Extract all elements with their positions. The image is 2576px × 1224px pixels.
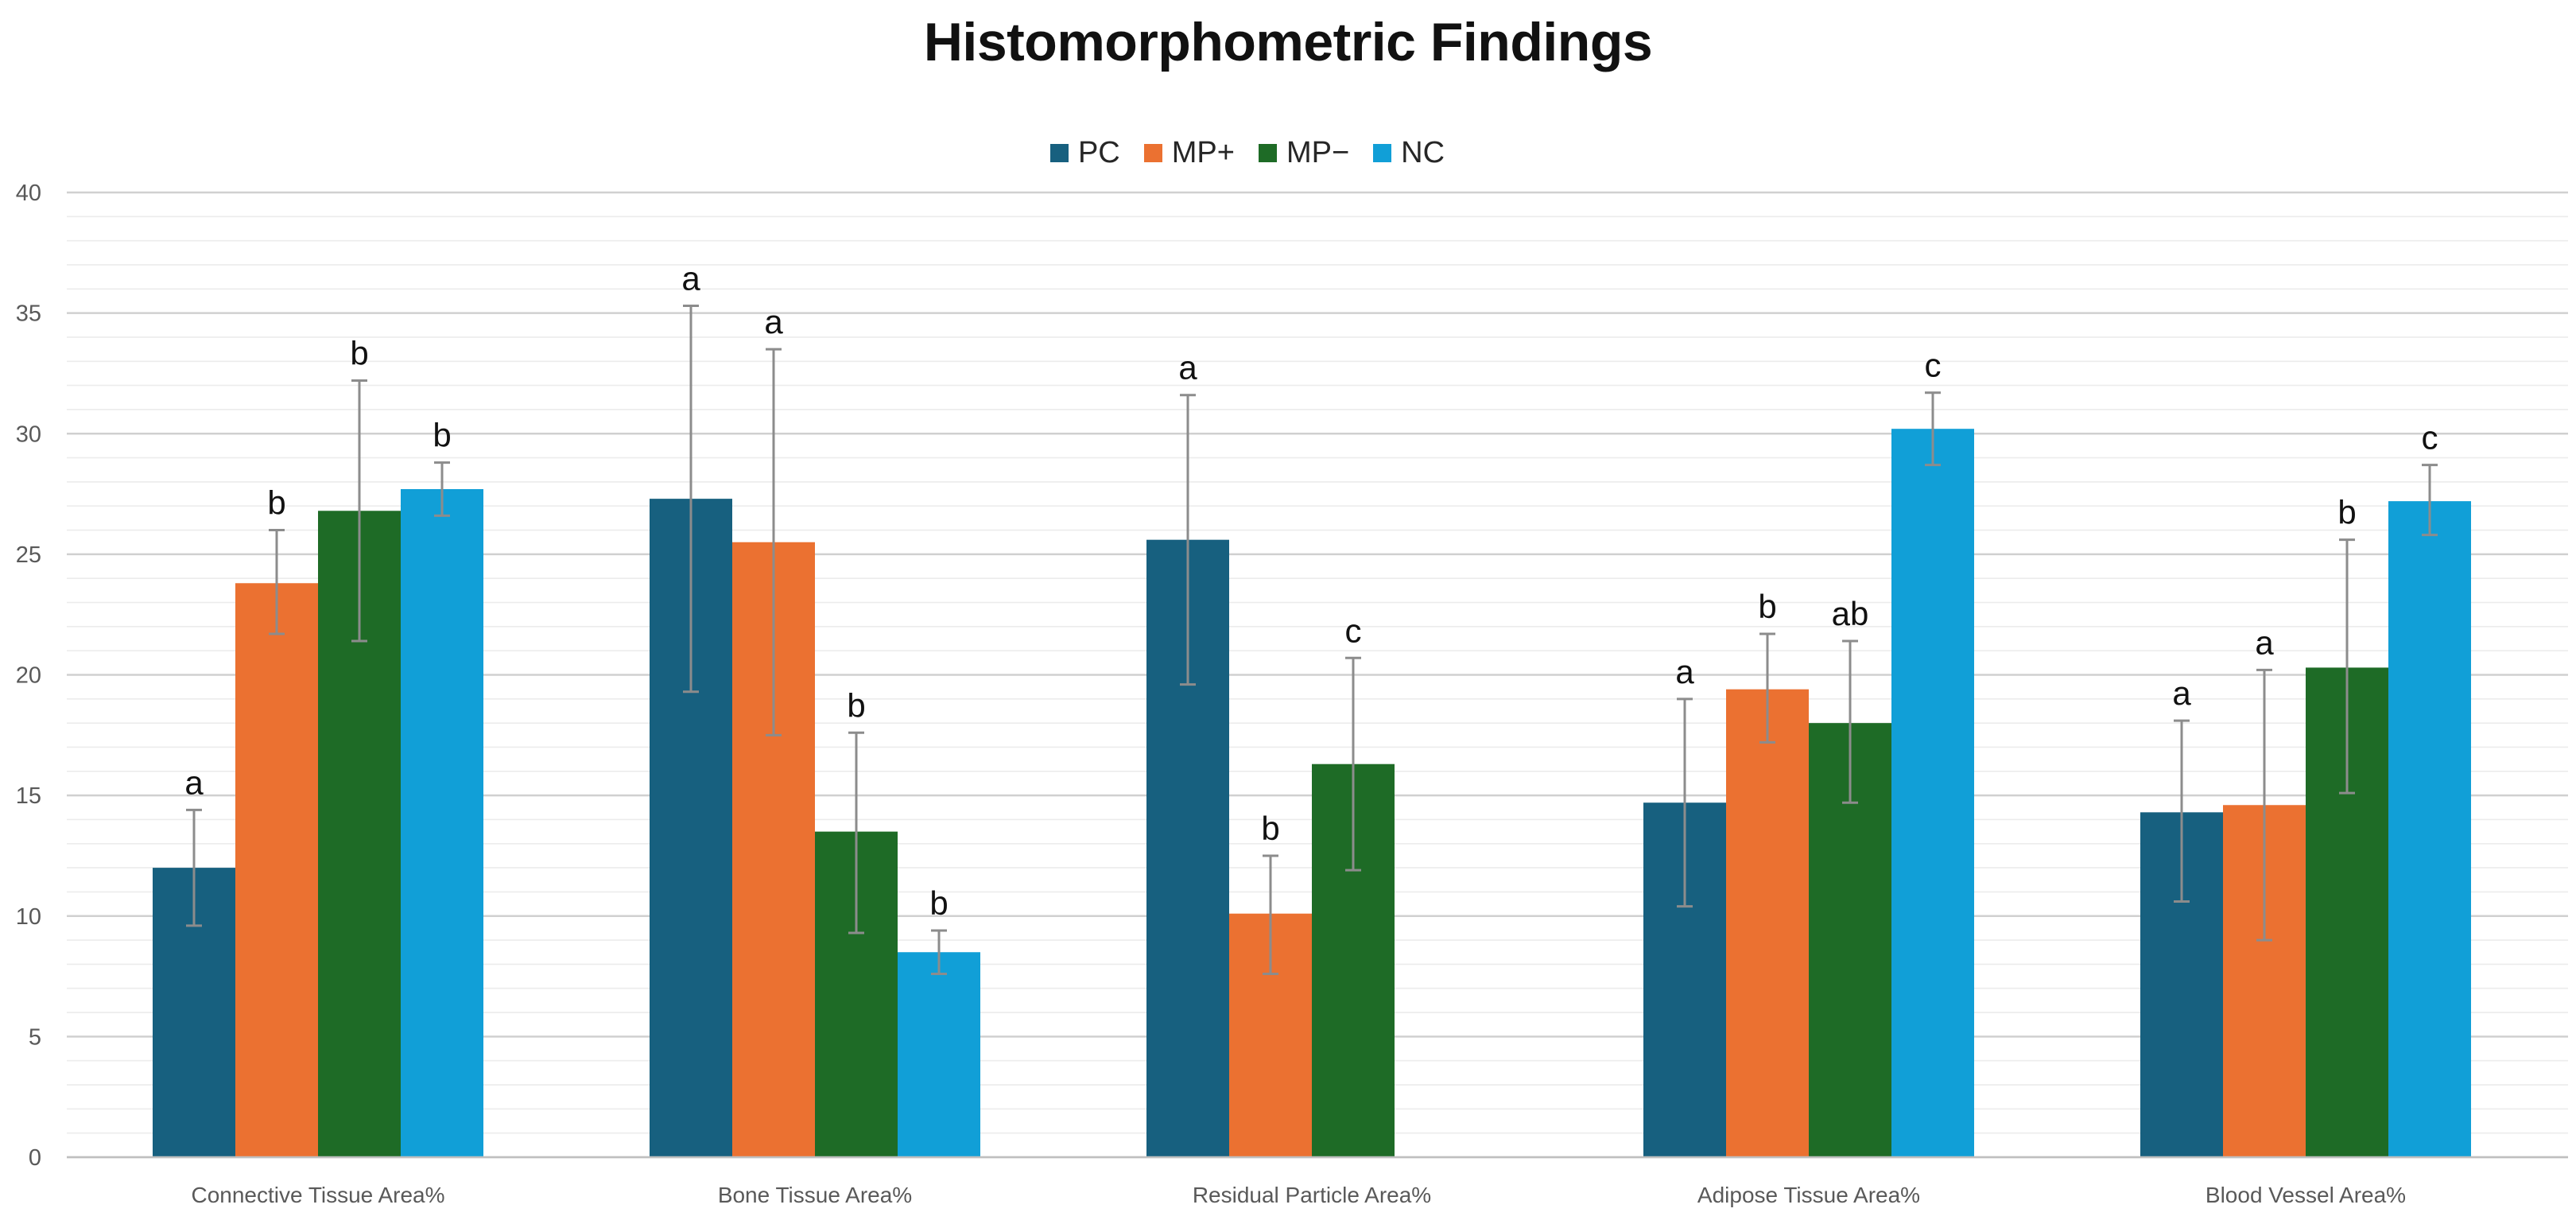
- legend-label-mp-minus: MP−: [1286, 135, 1350, 169]
- bar: [235, 583, 318, 1157]
- significance-letter: a: [2255, 624, 2274, 661]
- y-tick-label: 10: [16, 904, 41, 930]
- significance-letter: b: [433, 417, 451, 454]
- legend-item-pc: PC: [1049, 135, 1120, 170]
- significance-letter: b: [350, 335, 368, 372]
- significance-letter: a: [681, 260, 700, 297]
- legend-swatch-pc: [1049, 143, 1069, 162]
- legend-item-nc: NC: [1373, 136, 1445, 170]
- x-category-label: Blood Vessel Area%: [2206, 1183, 2406, 1207]
- x-category-label: Bone Tissue Area%: [718, 1183, 912, 1207]
- significance-letter: c: [1345, 612, 1362, 649]
- legend-item-mp-minus: MP−: [1258, 135, 1350, 170]
- x-category-label: Connective Tissue Area%: [191, 1183, 444, 1207]
- y-tick-label: 35: [16, 301, 41, 327]
- x-category-label: Adipose Tissue Area%: [1697, 1183, 1920, 1207]
- significance-letter: b: [267, 484, 285, 522]
- y-tick-label: 40: [16, 181, 41, 206]
- significance-letter: a: [184, 764, 204, 801]
- significance-letter: b: [847, 686, 865, 724]
- y-tick-label: 20: [16, 663, 41, 689]
- x-category-label: Residual Particle Area%: [1193, 1183, 1431, 1207]
- significance-letter: a: [2172, 674, 2191, 712]
- significance-letter: c: [1925, 347, 1942, 384]
- significance-letter: c: [2422, 419, 2438, 457]
- y-tick-label: 5: [29, 1024, 41, 1050]
- legend-swatch-mp-plus: [1143, 143, 1162, 162]
- significance-letter: a: [1178, 349, 1197, 387]
- bar: [1726, 689, 1809, 1157]
- chart-title: Histomorphometric Findings: [923, 12, 1653, 72]
- bar: [2388, 501, 2471, 1157]
- legend-label-pc: PC: [1077, 135, 1120, 169]
- y-tick-label: 25: [16, 542, 41, 568]
- significance-letter: ab: [1832, 595, 1869, 632]
- legend-label-nc: NC: [1401, 135, 1445, 169]
- y-tick-label: 15: [16, 783, 41, 809]
- bar: [401, 488, 483, 1157]
- legend-item-mp-plus: MP+: [1143, 135, 1235, 170]
- significance-letter: a: [764, 303, 783, 340]
- significance-letter: b: [1758, 588, 1776, 625]
- legend-swatch-nc: [1373, 143, 1392, 162]
- legend-label-mp-plus: MP+: [1171, 135, 1235, 169]
- significance-letter: b: [2337, 494, 2356, 531]
- legend-swatch-mp-minus: [1258, 143, 1277, 162]
- significance-letter: a: [1675, 653, 1694, 690]
- legend: PC MP+ MP− NC: [1011, 113, 1484, 192]
- bar: [898, 952, 980, 1157]
- bar: [1891, 429, 1974, 1157]
- significance-letter: b: [1261, 810, 1279, 847]
- y-tick-label: 30: [16, 422, 41, 447]
- significance-letter: b: [929, 884, 948, 922]
- y-tick-label: 0: [29, 1145, 41, 1171]
